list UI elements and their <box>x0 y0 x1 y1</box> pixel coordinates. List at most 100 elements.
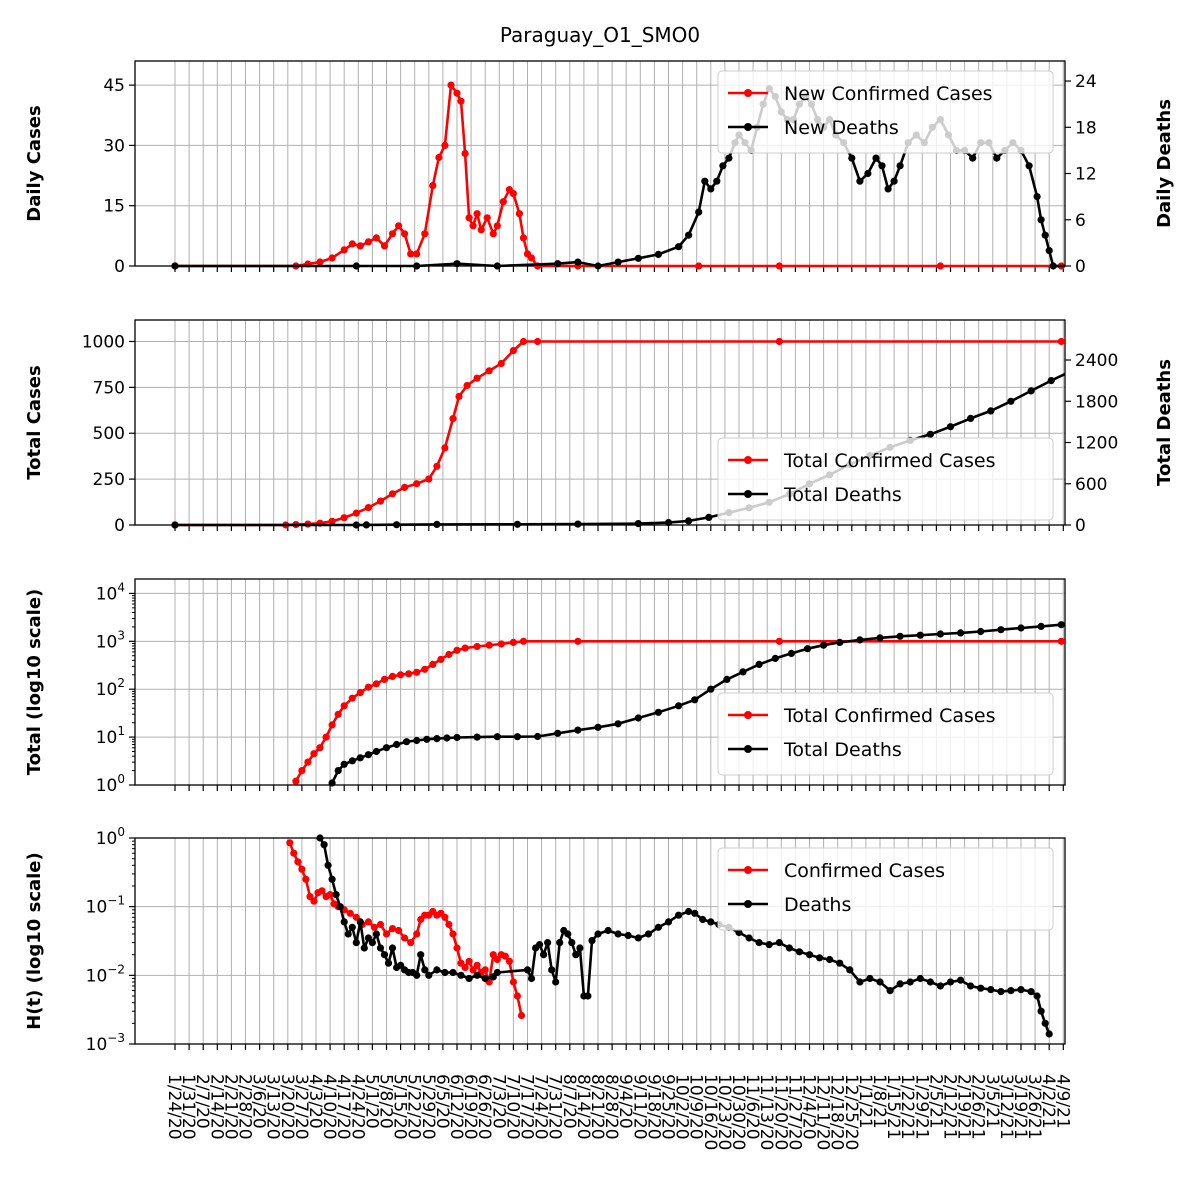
data-point <box>473 733 481 741</box>
x-tick-label: 3/13/20 <box>263 1074 283 1140</box>
data-point <box>401 483 409 491</box>
legend: Confirmed Cases Deaths <box>717 847 1054 931</box>
data-point <box>346 909 354 917</box>
data-point <box>574 258 582 266</box>
data-point <box>614 720 622 728</box>
x-tick-label: 1/29/21 <box>911 1074 931 1140</box>
data-point <box>1098 618 1105 625</box>
data-point <box>946 423 955 431</box>
data-point <box>328 875 336 883</box>
data-point <box>348 240 356 248</box>
data-point <box>634 714 642 722</box>
data-point <box>429 182 437 190</box>
x-tick-label: 6/19/20 <box>460 1074 480 1140</box>
x-tick-label: 7/17/20 <box>517 1074 537 1140</box>
y-right-axis-label: Total Deaths <box>1154 359 1175 486</box>
data-point <box>1179 262 1186 269</box>
data-point <box>634 520 642 528</box>
data-point <box>1047 377 1055 385</box>
y-tick-label: 750 <box>93 378 125 398</box>
data-point <box>517 1011 526 1020</box>
data-point <box>489 230 497 238</box>
x-tick-label: 12/4/20 <box>799 1074 819 1140</box>
data-point <box>675 702 683 710</box>
data-point <box>926 430 935 438</box>
data-point <box>572 951 580 959</box>
data-point <box>340 760 348 768</box>
x-tick-label: 10/16/20 <box>700 1074 720 1150</box>
data-point <box>967 982 975 990</box>
data-point <box>356 918 364 926</box>
data-point <box>906 978 914 986</box>
data-point <box>413 480 421 488</box>
data-point <box>465 974 473 983</box>
x-tick-label: 3/19/21 <box>1010 1074 1030 1140</box>
y-right-tick-label: 600 <box>1075 475 1107 495</box>
data-point <box>1025 162 1033 170</box>
data-point <box>916 631 924 639</box>
data-point <box>499 198 507 206</box>
data-point <box>326 891 334 899</box>
data-point <box>380 242 389 250</box>
legend-marker <box>744 745 752 753</box>
data-point <box>856 636 864 644</box>
data-point <box>1017 986 1025 994</box>
data-point <box>771 654 779 663</box>
data-point <box>352 521 360 529</box>
y-tick-label: 30 <box>103 136 125 156</box>
data-point <box>356 689 364 697</box>
data-point <box>574 637 582 645</box>
data-point <box>453 89 461 97</box>
x-tick-label: 1/24/20 <box>164 1074 184 1140</box>
x-tick-label: 9/18/20 <box>643 1074 663 1140</box>
x-tick-label: 8/14/20 <box>573 1074 593 1140</box>
data-point <box>316 744 324 752</box>
y-tick-label: 0 <box>114 257 125 277</box>
data-point <box>723 675 731 684</box>
data-point <box>465 214 473 222</box>
data-point <box>376 497 385 505</box>
data-point <box>340 702 348 710</box>
legend-label: Total Deaths <box>783 484 902 506</box>
y-axis-label: H(t) (log10 scale) <box>24 852 45 1030</box>
x-tick-label: 6/26/20 <box>474 1074 494 1140</box>
data-point <box>634 254 642 262</box>
data-point <box>936 982 945 990</box>
x-tick-label: 3/27/20 <box>291 1074 311 1140</box>
x-tick-label: 5/15/20 <box>390 1074 410 1140</box>
data-point <box>413 668 421 676</box>
data-point <box>987 986 995 994</box>
data-point <box>429 660 437 669</box>
data-point <box>370 923 378 931</box>
data-point <box>1179 262 1186 269</box>
data-point <box>775 939 783 947</box>
y-tick-label: 45 <box>103 76 125 96</box>
y-right-tick-label: 24 <box>1075 72 1097 92</box>
x-tick-label: 1/1/21 <box>855 1074 875 1129</box>
data-point <box>316 258 324 266</box>
data-point <box>584 992 592 1000</box>
data-point <box>348 694 356 702</box>
data-point <box>501 952 509 960</box>
data-point <box>509 190 517 198</box>
data-point <box>765 941 773 949</box>
data-point <box>368 939 376 947</box>
y-tick-label: 500 <box>93 424 125 444</box>
x-tick-label: 12/11/20 <box>813 1074 833 1150</box>
panel-1: 0 15 30 45 0 6 12 18 24 Daily Cases Daily Deaths Ne… <box>24 60 1186 277</box>
data-point <box>1138 617 1145 624</box>
data-point <box>896 632 904 640</box>
x-tick-label: 2/14/20 <box>206 1074 226 1140</box>
data-point <box>340 246 348 254</box>
data-point <box>477 226 485 234</box>
series-line <box>294 640 1065 782</box>
data-point <box>803 645 812 653</box>
x-tick-label: 3/26/21 <box>1024 1074 1044 1140</box>
data-point <box>505 957 513 965</box>
x-tick-label: 4/2/21 <box>1038 1074 1058 1129</box>
data-point <box>324 861 332 869</box>
x-tick-label: 11/20/20 <box>770 1074 790 1150</box>
data-point <box>614 930 622 938</box>
data-point <box>395 222 403 230</box>
